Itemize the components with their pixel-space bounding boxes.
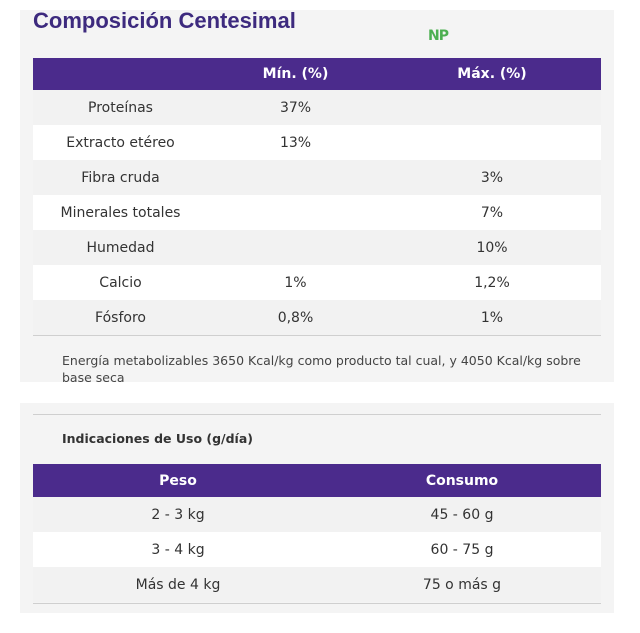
composition-table: Mín. (%) Máx. (%) Proteínas 37% Extracto eté… [33, 58, 601, 335]
header-cell: Máx. (%) [457, 66, 527, 82]
table-cell: 2 - 3 kg [151, 506, 205, 523]
header-row: Mín. (%) Máx. (%) [33, 58, 601, 90]
divider [33, 335, 601, 336]
note: Energía metabolizables 3650 Kcal/kg como… [62, 353, 581, 385]
table-cell: 3 - 4 kg [151, 541, 205, 558]
header-cell: Mín. (%) [262, 66, 329, 82]
table-cell: 1% [480, 309, 504, 326]
logo: NP [428, 28, 449, 44]
table-cell [383, 125, 601, 160]
header-cell: Consumo [425, 472, 499, 489]
table-cell: 7% [480, 204, 504, 221]
table-row: 2 - 3 kg 45 - 60 g [33, 497, 601, 532]
table-cell [383, 90, 601, 125]
table-cell: Fibra cruda [81, 169, 160, 186]
header-cell: Peso [159, 472, 197, 489]
table-row: Fibra cruda 3% [33, 160, 601, 195]
table-cell: 45 - 60 g [430, 506, 494, 523]
table-cell: Extracto etéreo [66, 134, 175, 151]
table-cell: Calcio [99, 274, 142, 291]
table-cell: 13% [279, 134, 312, 151]
table-row: Más de 4 kg 75 o más g [33, 567, 601, 602]
title: Composición Centesimal [33, 8, 296, 33]
table-row: 3 - 4 kg 60 - 75 g [33, 532, 601, 567]
table-cell: Más de 4 kg [135, 576, 221, 593]
divider [33, 414, 601, 415]
table-cell: 1% [284, 274, 307, 291]
table-row: Humedad 10% [33, 230, 601, 265]
header-cell [33, 58, 208, 90]
table-cell: Proteínas [88, 99, 153, 116]
divider [33, 603, 601, 604]
table-row: Proteínas 37% [33, 90, 601, 125]
table-row: Minerales totales 7% [33, 195, 601, 230]
section-title: Indicaciones de Uso (g/día) [62, 431, 253, 446]
table-cell: Fósforo [95, 309, 146, 326]
usage-table: Peso Consumo 2 - 3 kg 45 - 60 g 3 - 4 kg 60 -… [33, 464, 601, 602]
table-cell: 60 - 75 g [430, 541, 494, 558]
table-row: Extracto etéreo 13% [33, 125, 601, 160]
table-cell: 37% [279, 99, 312, 116]
table-cell [208, 230, 383, 265]
table-cell: Minerales totales [60, 204, 181, 221]
table-cell: 0,8% [277, 309, 314, 326]
table-row: Calcio 1% 1,2% [33, 265, 601, 300]
table-cell: 75 o más g [422, 576, 502, 593]
table-row: Fósforo 0,8% 1% [33, 300, 601, 335]
header-row: Peso Consumo [33, 464, 601, 497]
table-cell: 3% [480, 169, 504, 186]
table-cell [208, 160, 383, 195]
table-cell: 1,2% [474, 274, 510, 291]
table-cell [208, 195, 383, 230]
table-cell: 10% [476, 239, 508, 256]
table-cell: Humedad [86, 239, 155, 256]
